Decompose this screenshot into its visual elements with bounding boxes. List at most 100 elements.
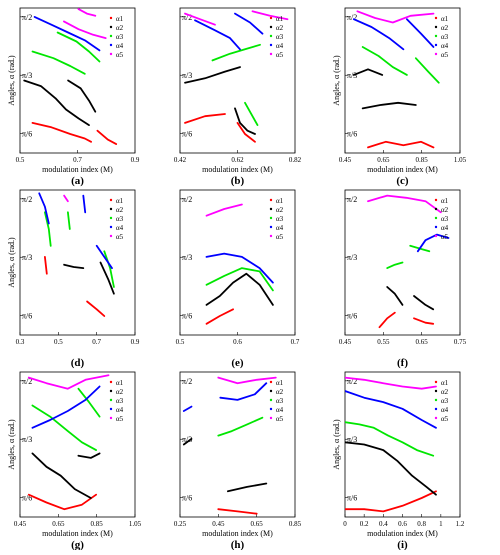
series-line-alpha2 [361,101,417,110]
plot-frame [344,189,461,336]
panel-label: (d) [71,357,85,369]
panel-label: (f) [397,357,408,369]
series-line-alpha5 [63,194,69,203]
y-tick-label: π/3 [182,71,192,80]
x-tick-label: 0.55 [377,338,390,346]
legend-marker [109,389,113,393]
series-line-alpha5 [205,203,243,217]
y-tick-label: π/6 [182,130,192,139]
series-line-alpha3 [56,31,101,63]
legend-label: α3 [276,397,284,405]
x-tick-label: 0 [343,520,347,528]
series-line-alpha3 [31,50,86,75]
series-line-alpha4 [95,244,113,269]
y-axis-label: Angles, α (rad.) [7,237,16,288]
y-tick-label: π/2 [182,195,192,204]
x-tick-label: 0.9 [131,338,140,346]
legend-marker [269,34,273,38]
legend-marker [109,407,113,411]
x-tick-label: 0.85 [289,520,302,528]
x-tick-label: 0.75 [454,338,467,346]
series-line-alpha5 [77,8,97,17]
series-line-alpha3 [244,101,259,126]
series-line-alpha5 [27,374,110,390]
legend-marker [109,34,113,38]
series-line-alpha1 [31,122,92,143]
legend-label: α2 [116,24,124,32]
legend-marker [109,234,113,238]
series-line-alpha5 [251,10,289,21]
x-axis-label: modulation index (M) [42,529,113,538]
series-line-alpha3 [386,261,404,269]
y-tick-label: π/6 [22,130,32,139]
panel-label: (c) [396,175,409,187]
legend-label: α3 [276,215,284,223]
legend-label: α5 [276,233,284,241]
series-line-alpha2 [184,66,241,84]
legend-label: α4 [116,224,124,232]
series-line-alpha3 [361,46,408,76]
y-tick-label: π/6 [22,312,32,321]
series-line-alpha2 [182,438,193,446]
series-line-alpha5 [367,194,442,214]
series-line-alpha3 [103,250,115,288]
legend-label: α1 [116,379,124,387]
y-tick-label: π/2 [182,13,192,22]
series-line-alpha1 [44,255,48,275]
series-line-alpha4 [416,233,450,253]
legend-marker [434,43,438,47]
x-tick-label: 0.7 [92,338,101,346]
legend-marker [269,16,273,20]
legend-label: α2 [441,388,449,396]
series-line-alpha4 [205,252,274,284]
series-line-alpha3 [217,416,264,437]
series-line-alpha1 [378,311,396,329]
panel-label: (e) [231,357,244,369]
series-line-alpha3 [409,244,431,253]
x-tick-label: 0.85 [416,156,429,164]
legend-label: α4 [276,42,284,50]
y-tick-label: π/6 [347,312,357,321]
legend-label: α4 [116,42,124,50]
y-axis-label: Angles, α (rad.) [7,419,16,470]
series-line-alpha3 [205,267,274,292]
series-line-alpha2 [413,295,435,311]
legend-marker [434,225,438,229]
legend-label: α3 [116,33,124,41]
series-line-alpha5 [345,376,437,390]
x-axis-label: modulation index (M) [367,165,438,174]
legend-marker [109,225,113,229]
series-line-alpha4 [406,18,435,48]
series-line-alpha2 [31,452,92,499]
legend-marker [109,398,113,402]
x-tick-label: 0.82 [289,156,302,164]
legend-marker [269,25,273,29]
legend-marker [434,234,438,238]
x-tick-label: 0.6 [233,338,242,346]
series-line-alpha3 [414,57,440,84]
legend-label: α1 [276,197,284,205]
series-line-alpha2 [386,286,404,306]
legend-marker [434,25,438,29]
x-tick-label: 0.25 [174,520,187,528]
legend-label: α2 [276,24,284,32]
legend-marker [269,234,273,238]
y-tick-label: π/6 [182,312,192,321]
legend-label: α4 [441,224,449,232]
legend-label: α3 [441,215,449,223]
legend-label: α1 [116,197,124,205]
series-line-alpha4 [38,192,50,225]
x-tick-label: 0.8 [417,520,426,528]
series-line-alpha3 [211,43,261,62]
y-tick-label: π/3 [347,435,357,444]
legend-label: α1 [276,379,284,387]
series-line-alpha2 [23,79,90,126]
y-tick-label: π/3 [182,435,192,444]
panel-label: (h) [231,539,245,550]
series-line-alpha2 [227,482,268,493]
legend-marker [434,52,438,56]
legend-marker [269,398,273,402]
